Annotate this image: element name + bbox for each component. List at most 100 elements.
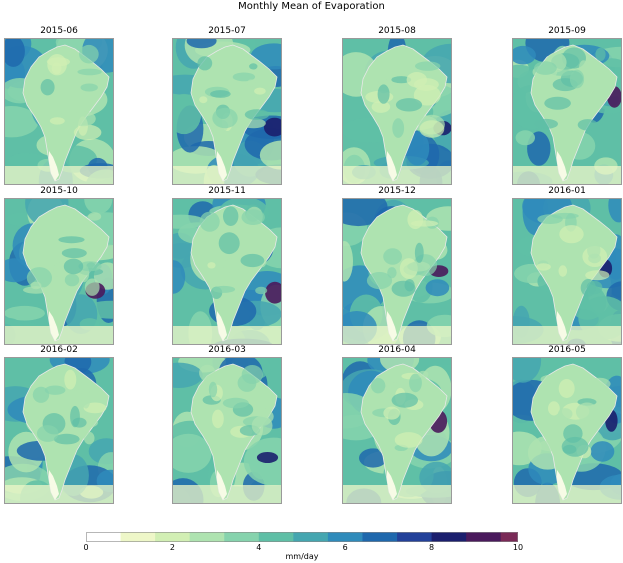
land-patch bbox=[42, 73, 56, 81]
panel-title: 2016-02 bbox=[40, 345, 78, 355]
field-patch bbox=[590, 441, 615, 462]
colorbar-swatch bbox=[120, 532, 156, 542]
land-patch bbox=[558, 265, 568, 277]
field-patch bbox=[173, 362, 203, 388]
land-patch bbox=[88, 212, 102, 221]
evaporation-map bbox=[512, 198, 622, 345]
land-patch bbox=[407, 261, 431, 272]
map-panel: 2015-06 bbox=[4, 26, 114, 185]
colorbar-swatch bbox=[189, 532, 225, 542]
colorbar-swatch bbox=[431, 532, 467, 542]
evaporation-map bbox=[342, 38, 452, 185]
field-patch bbox=[259, 140, 281, 170]
coastal-strip bbox=[217, 311, 227, 341]
map-panel: 2016-04 bbox=[342, 345, 452, 504]
evaporation-map bbox=[4, 198, 114, 345]
land-patch bbox=[223, 258, 241, 273]
coastal-strip bbox=[557, 151, 567, 181]
colorbar-tick-label: 10 bbox=[512, 543, 524, 552]
colorbar-swatch bbox=[258, 532, 294, 542]
chart-title: Monthly Mean of Evaporation bbox=[238, 1, 385, 12]
land-patch bbox=[377, 84, 390, 104]
panel-title: 2015-10 bbox=[40, 186, 78, 196]
field-patch bbox=[513, 358, 542, 383]
land-patch bbox=[254, 87, 266, 95]
land-patch bbox=[199, 96, 208, 104]
field-patch bbox=[84, 199, 113, 214]
colorbar-swatch bbox=[155, 532, 191, 542]
panel-title: 2015-06 bbox=[40, 26, 78, 36]
colorbar-outline bbox=[86, 532, 518, 542]
colorbar-swatch bbox=[466, 532, 502, 542]
land-patch bbox=[222, 397, 249, 409]
map-panel: 2016-01 bbox=[512, 186, 622, 345]
land-patch bbox=[197, 56, 213, 71]
colorbar-swatch bbox=[224, 532, 260, 542]
field-patch bbox=[425, 279, 450, 297]
land-patch bbox=[77, 68, 102, 76]
map-panel: 2016-02 bbox=[4, 345, 114, 504]
panel-title: 2016-04 bbox=[378, 345, 416, 355]
land-patch bbox=[44, 385, 66, 395]
land-patch bbox=[223, 206, 239, 226]
land-patch bbox=[551, 212, 579, 219]
land-patch bbox=[212, 409, 224, 429]
panel-title: 2016-01 bbox=[548, 186, 586, 196]
land-patch bbox=[557, 408, 573, 420]
land-patch bbox=[410, 220, 439, 227]
field-patch bbox=[343, 241, 353, 282]
land-patch bbox=[409, 373, 422, 393]
colorbar-tick-label: 2 bbox=[169, 543, 175, 552]
colorbar-tick-label: 6 bbox=[342, 543, 348, 552]
land-patch bbox=[540, 374, 559, 384]
evaporation-map bbox=[342, 357, 452, 504]
field-maximum bbox=[263, 117, 281, 137]
coastal-strip bbox=[387, 311, 397, 341]
field-patch bbox=[173, 260, 186, 294]
panel-title: 2016-05 bbox=[548, 345, 586, 355]
land-patch bbox=[534, 61, 557, 75]
evaporation-map bbox=[4, 357, 114, 504]
map-panel: 2015-09 bbox=[512, 26, 622, 185]
field-patch bbox=[515, 130, 535, 146]
land-patch bbox=[548, 401, 560, 416]
land-patch bbox=[70, 405, 80, 428]
field-maximum bbox=[265, 281, 281, 304]
evaporation-map bbox=[172, 38, 282, 185]
land-patch bbox=[64, 273, 80, 287]
continent-land bbox=[190, 204, 278, 342]
land-patch bbox=[71, 111, 96, 127]
land-patch bbox=[244, 109, 270, 120]
land-patch bbox=[569, 69, 585, 89]
land-patch bbox=[386, 379, 395, 395]
land-patch bbox=[58, 236, 85, 244]
land-patch bbox=[249, 63, 258, 70]
land-patch bbox=[383, 248, 402, 265]
land-patch bbox=[79, 44, 99, 64]
colorbar-swatch bbox=[86, 532, 121, 542]
land-patch bbox=[80, 83, 98, 92]
evaporation-map bbox=[512, 38, 622, 185]
land-patch bbox=[395, 98, 423, 112]
colorbar bbox=[86, 532, 518, 542]
map-panel: 2016-03 bbox=[172, 345, 282, 504]
coastal-strip bbox=[217, 470, 227, 500]
land-patch bbox=[232, 72, 256, 82]
colorbar-tick-label: 8 bbox=[429, 543, 435, 552]
land-patch bbox=[83, 431, 95, 445]
land-patch bbox=[595, 47, 606, 61]
field-patch bbox=[359, 448, 388, 468]
land-patch bbox=[414, 242, 424, 263]
panel-title: 2015-12 bbox=[378, 186, 416, 196]
land-patch bbox=[392, 118, 405, 138]
land-patch bbox=[559, 225, 584, 244]
land-patch bbox=[418, 370, 429, 379]
land-patch bbox=[371, 100, 391, 113]
coastal-strip bbox=[49, 470, 59, 500]
field-patch bbox=[8, 153, 46, 167]
land-patch bbox=[255, 286, 268, 295]
land-patch bbox=[23, 286, 49, 294]
land-patch bbox=[383, 406, 400, 420]
panel-title: 2015-09 bbox=[548, 26, 586, 36]
map-panel: 2016-05 bbox=[512, 345, 622, 504]
